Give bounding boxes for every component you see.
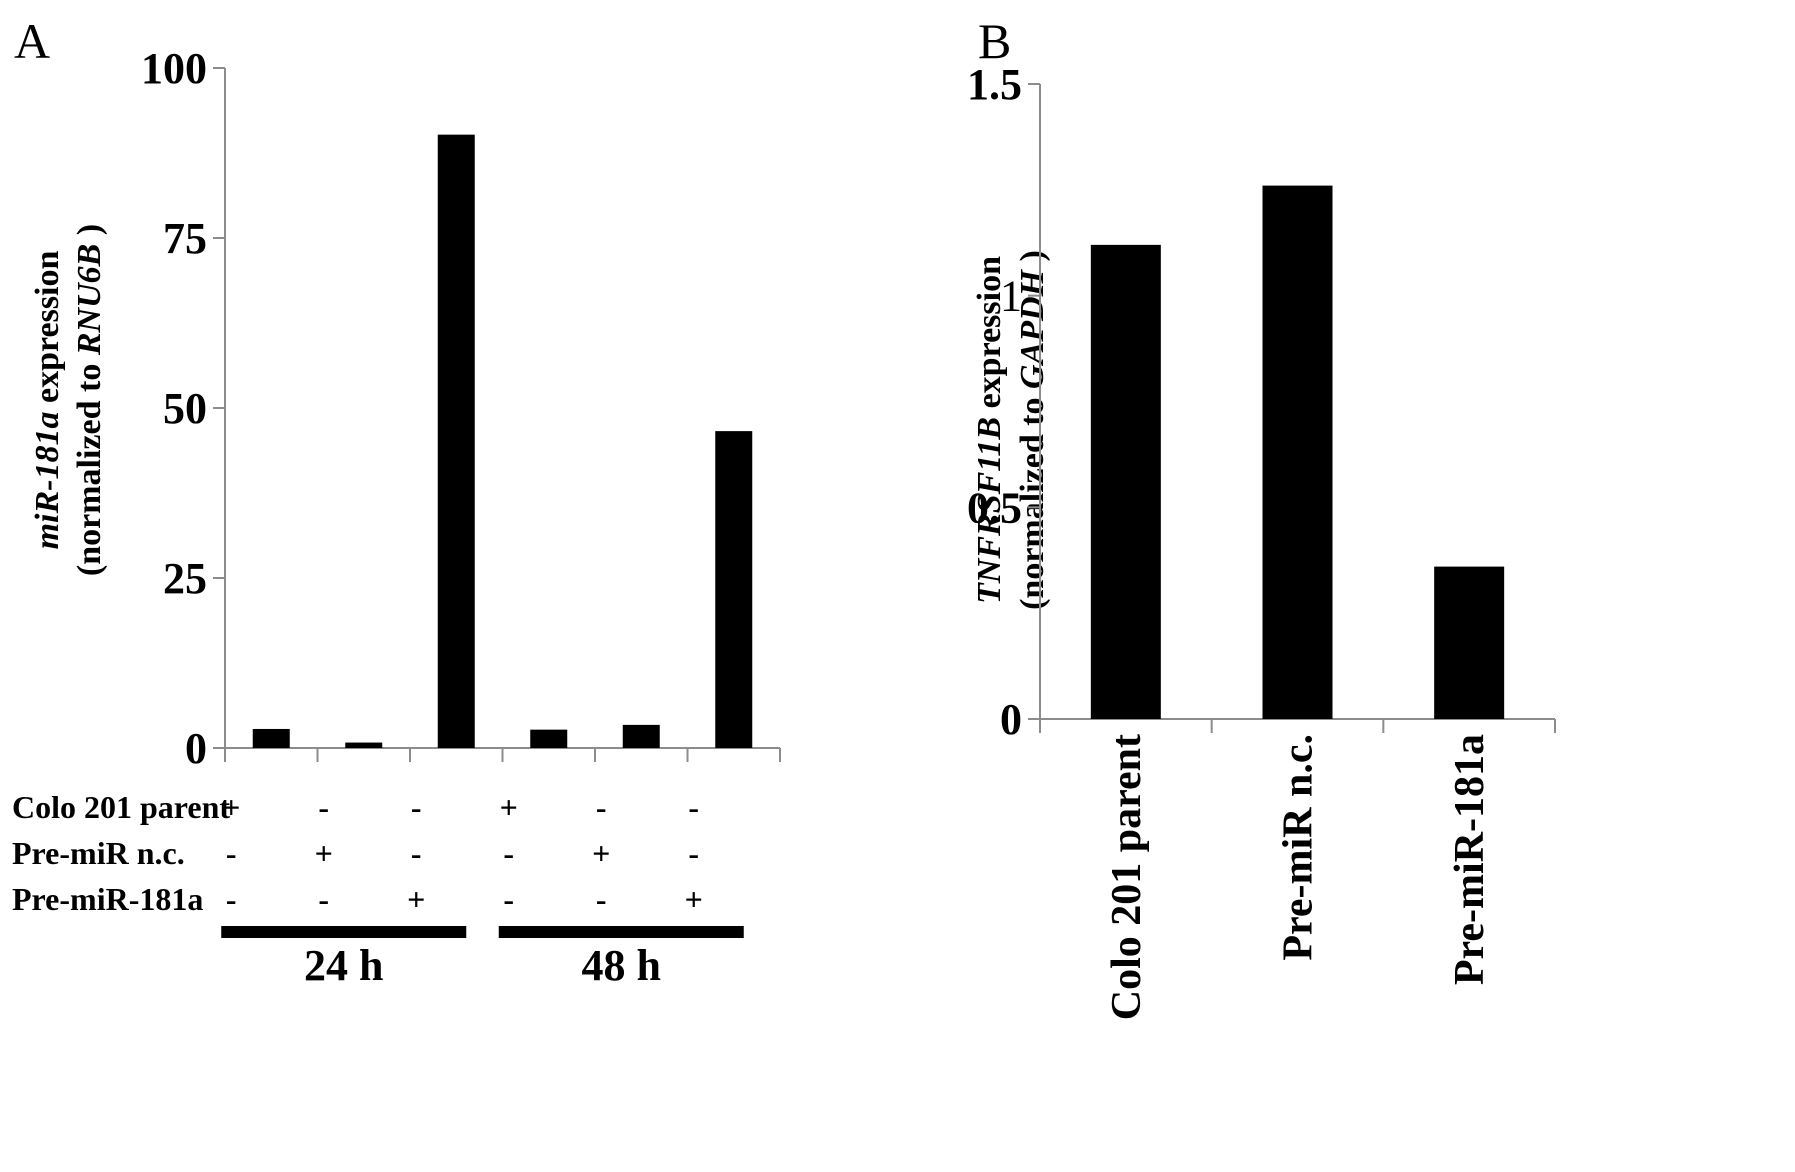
panel-a-row-label: Pre-miR n.c. bbox=[12, 835, 185, 871]
panel-a-condition-sign: - bbox=[688, 789, 699, 825]
panel-a-condition-table: Colo 201 parent+ - - + - -Pre-miR n.c. - + - - + -P… bbox=[12, 789, 744, 990]
panel-a-condition-sign: + bbox=[315, 835, 333, 871]
panel-a-bar bbox=[437, 134, 475, 748]
panel-a-condition-sign: - bbox=[226, 835, 237, 871]
panel-b-y-axis-label-prefix: (normalized to bbox=[1014, 389, 1051, 610]
panel-a-group-label: 48 h bbox=[582, 941, 661, 990]
panel-a-condition-sign: - bbox=[596, 881, 607, 917]
panel-a-y-axis-label-line1: miR-181a expression bbox=[29, 251, 66, 550]
panel-a-y-axis-label-line2: (normalized to RNU6B ) bbox=[71, 224, 108, 576]
panel-b-category-label: Pre-miR-181a bbox=[1447, 734, 1493, 985]
panel-b-category-labels: Colo 201 parent Pre-miR n.c. Pre-miR-181a bbox=[1104, 734, 1493, 1020]
panel-a-condition-sign: - bbox=[318, 789, 329, 825]
panel-a-y-tick-label: 50 bbox=[163, 384, 207, 433]
panel-a-condition-sign: + bbox=[407, 881, 425, 917]
panel-a-y-axis-label-text: expression bbox=[29, 251, 66, 412]
panel-a: A miR-181a expression (normalized to RNU… bbox=[12, 13, 781, 990]
panel-b-y-axis-label-text: expression bbox=[971, 256, 1008, 417]
panel-b-y-tick-label: 0.5 bbox=[967, 483, 1022, 532]
panel-a-condition-sign: + bbox=[222, 789, 240, 825]
panel-a-y-axis-label-prefix: (normalized to bbox=[71, 355, 108, 576]
panel-b: B TNFRSF11B expression (normalized to GA… bbox=[967, 13, 1556, 1020]
panel-a-condition-sign: + bbox=[685, 881, 703, 917]
panel-a-bar bbox=[715, 431, 753, 748]
panel-a-condition-sign: - bbox=[226, 881, 237, 917]
panel-b-bar bbox=[1090, 244, 1161, 719]
panel-a-condition-sign: + bbox=[592, 835, 610, 871]
panel-a-y-tick-label: 0 bbox=[185, 724, 207, 773]
panel-a-condition-sign: - bbox=[596, 789, 607, 825]
panel-a-y-tick-label: 100 bbox=[141, 44, 207, 93]
panel-b-y-axis-label-line2: (normalized to GAPDH ) bbox=[1014, 250, 1051, 610]
panel-b-y-axis-label-reference: GAPDH bbox=[1014, 268, 1051, 389]
panel-b-category-label: Colo 201 parent bbox=[1104, 734, 1150, 1020]
panel-a-condition-sign: - bbox=[688, 835, 699, 871]
panel-a-bar bbox=[530, 729, 568, 748]
panel-b-bar bbox=[1262, 185, 1333, 720]
panel-a-row-label: Colo 201 parent bbox=[12, 789, 230, 825]
panel-a-condition-sign: + bbox=[500, 789, 518, 825]
panel-b-category-label: Pre-miR n.c. bbox=[1276, 734, 1322, 961]
panel-b-y-axis-label-line1: TNFRSF11B expression bbox=[971, 256, 1008, 604]
panel-b-y-axis-label-gene: TNFRSF11B bbox=[971, 417, 1008, 604]
panel-a-condition-sign: - bbox=[318, 881, 329, 917]
panel-a-row-label: Pre-miR-181a bbox=[12, 881, 203, 917]
panel-a-y-tick-label: 25 bbox=[163, 554, 207, 603]
panel-a-axes bbox=[224, 68, 781, 762]
panel-a-y-ticks: 0 25 50 75 100 bbox=[141, 44, 225, 773]
panel-a-bar bbox=[252, 728, 290, 748]
panel-a-condition-sign: - bbox=[503, 835, 514, 871]
panel-b-bar bbox=[1434, 566, 1505, 719]
panel-b-y-ticks: 0 0.5 1 1.5 bbox=[967, 60, 1040, 744]
panel-a-condition-sign: - bbox=[411, 835, 422, 871]
panel-a-group-bracket bbox=[498, 926, 744, 938]
panel-b-y-tick-label: 0 bbox=[1000, 695, 1022, 744]
panel-a-condition-sign: - bbox=[411, 789, 422, 825]
panel-b-letter: B bbox=[978, 13, 1011, 69]
panel-a-letter: A bbox=[14, 13, 50, 69]
panel-b-y-axis-label-suffix: ) bbox=[1014, 250, 1051, 270]
panel-a-group-label: 24 h bbox=[304, 941, 383, 990]
panel-a-bar bbox=[622, 724, 660, 748]
panel-b-y-tick-label: 1 bbox=[1000, 272, 1022, 321]
panel-a-y-axis-label-gene: miR-181a bbox=[29, 411, 66, 549]
panel-a-bars bbox=[252, 134, 753, 748]
panel-a-y-axis-label-reference: RNU6B bbox=[71, 244, 108, 356]
panel-a-group-bracket bbox=[221, 926, 467, 938]
panel-a-bar bbox=[345, 742, 383, 748]
panel-a-y-axis-label-suffix: ) bbox=[71, 224, 108, 244]
panel-b-y-tick-label: 1.5 bbox=[967, 60, 1022, 109]
panel-a-condition-sign: - bbox=[503, 881, 514, 917]
panel-b-bars bbox=[1090, 185, 1505, 720]
panel-a-y-tick-label: 75 bbox=[163, 214, 207, 263]
